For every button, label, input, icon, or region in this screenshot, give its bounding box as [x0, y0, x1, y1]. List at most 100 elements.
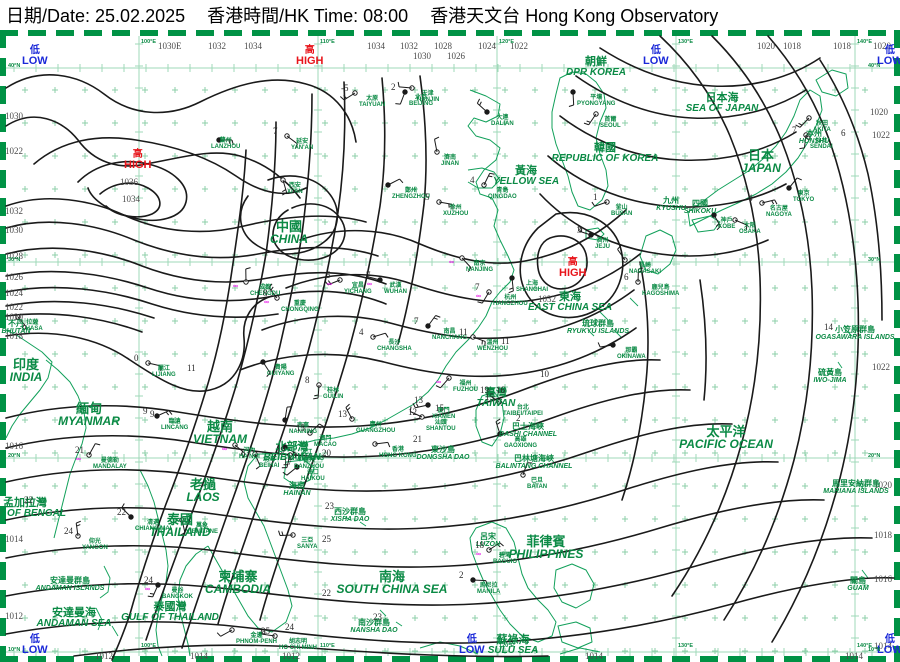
- low-pressure-marker-en: LOW: [643, 55, 669, 67]
- station-name-en: ZHENGZHOU: [392, 194, 430, 201]
- sea-name-en: SULU SEA: [487, 645, 539, 656]
- temperature-value: 22: [24, 495, 33, 505]
- grid-crosses: [22, 87, 868, 654]
- longitude-tick: 130°E: [678, 39, 693, 46]
- longitude-tick: 110°E: [320, 643, 335, 650]
- sea-name-cn: 關島: [849, 576, 866, 585]
- station-label: 名古屋 NAGOYA: [766, 206, 792, 219]
- isobar-label: 1026: [447, 52, 465, 61]
- fog-symbol: ∞: [476, 293, 481, 300]
- latitude-tick: 40°N: [8, 63, 20, 70]
- isobar-label: 1012: [282, 652, 300, 661]
- station-name-en: CHONGQING: [281, 307, 319, 314]
- station-temperature: 13: [338, 410, 347, 419]
- station-label: 澳門 MACAO: [314, 436, 337, 449]
- region-name-en: HONSHU: [798, 138, 830, 145]
- sea-label: 泰國灣 GULF OF THAILAND: [121, 602, 219, 623]
- low-pressure-marker-cn: 低: [650, 45, 661, 56]
- fog-symbol-glyph: ∞: [436, 379, 441, 386]
- station-label: 清邁 CHIANG MAI: [135, 520, 171, 533]
- isobar-value: 1018: [833, 41, 851, 51]
- station-name-cn: 重慶: [293, 301, 306, 307]
- sea-name-cn: 南沙群島: [358, 618, 390, 627]
- station-temperature-value: 12: [408, 407, 417, 417]
- station-label: 仙台 SENDAI: [810, 138, 833, 151]
- station-name-en: TIANJIN: [416, 97, 440, 104]
- high-pressure-marker: 高 HIGH: [124, 150, 152, 171]
- station-temperature-value: 13: [414, 395, 423, 405]
- latitude-tick-value: 10°N: [8, 647, 21, 653]
- sea-label: 南海 SOUTH CHINA SEA: [337, 570, 448, 595]
- low-pressure-marker-en: LOW: [877, 644, 900, 656]
- low-pressure-marker-cn: 低: [29, 634, 40, 645]
- sea-label: 關島 GUAM: [847, 576, 868, 593]
- offshore-temperature: 19: [480, 386, 489, 395]
- surface-analysis-map[interactable]: 1030E 1032 1034 1034 1032 1030 1028 1026 1024 102…: [0, 30, 900, 662]
- fog-symbol-glyph: ∞: [264, 299, 269, 306]
- station-label: 天津 TIANJIN: [416, 91, 439, 104]
- station-temperature-value: 3: [577, 225, 582, 235]
- latitude-tick-value: 30°N: [8, 257, 21, 263]
- station-label: 北海 BEIHAI: [259, 457, 279, 470]
- station-temperature-value: 17: [283, 457, 292, 467]
- station-name-en: LHASA: [22, 326, 43, 333]
- station-label: 延安 YAN'AN: [291, 139, 313, 152]
- low-pressure-marker-en: LOW: [459, 644, 485, 656]
- sea-name-cn: 東海: [559, 291, 581, 303]
- sea-name-cn: 東沙島: [431, 445, 455, 454]
- station-label: 碧瑤 BAGUIO: [493, 553, 517, 566]
- region-name-en: BHUTAN: [1, 328, 31, 335]
- station-name-en: GUIYANG: [267, 371, 295, 378]
- station-name-cn: 台北: [516, 405, 529, 411]
- station-name-en: LANZHOU: [211, 144, 241, 151]
- station-name-cn: 海口: [306, 470, 319, 476]
- station-name-en: SANYA: [297, 544, 318, 551]
- station-label: 那霸 OKINAWA: [617, 348, 646, 361]
- station-name-en: AKITA: [813, 127, 831, 134]
- station-name-en: HAIKOU: [301, 476, 325, 483]
- station-name-en: HONG KONG: [379, 453, 417, 460]
- isobar-value: 1034: [122, 194, 140, 204]
- station-name-en: SHANTOU: [426, 426, 456, 433]
- station-temperature: 1: [593, 193, 598, 202]
- fog-symbol: ∞: [436, 379, 441, 386]
- station-name-cn: 鄭州: [404, 188, 417, 194]
- isobar-label: 1032: [5, 207, 23, 216]
- low-pressure-marker-cn: 低: [884, 634, 895, 645]
- station-name-en: PYONGYANG: [577, 101, 616, 108]
- sea-label: 安達曼海 ANDAMAN SEA: [37, 608, 112, 629]
- station-label: 貴陽 GUIYANG: [267, 365, 294, 378]
- fog-symbol: ∞: [449, 259, 454, 266]
- station-label: 廣州 GUANGZHOU: [356, 422, 395, 435]
- station-name-cn: 南昌: [443, 329, 456, 335]
- station-label: 河內 HA NOI: [239, 448, 260, 461]
- station-name-en: NAGOYA: [766, 212, 792, 219]
- region-label: 緬甸 MYANMAR: [58, 402, 120, 427]
- temperature-value: 23: [325, 501, 334, 511]
- region-name-en: KYUSHU: [656, 205, 686, 212]
- station-name-cn: 釜山: [615, 205, 628, 211]
- region-name-cn: 韓國: [593, 142, 616, 154]
- isobar-label: 1034: [122, 195, 140, 204]
- region-name-en: THAILAND: [149, 525, 211, 539]
- header-time: 香港時間/HK Time: 08:00: [207, 6, 409, 26]
- station-name-en: LINCANG: [161, 425, 189, 432]
- station-label: 杭州 HANGZHOU: [493, 295, 528, 308]
- region-label: 老撾 LAOS: [186, 478, 219, 503]
- station-temperature-value: 4: [470, 175, 475, 185]
- low-pressure-marker-en: LOW: [22, 644, 48, 656]
- isobar-value: 1028: [434, 41, 452, 51]
- station-name-en: MANILA: [477, 589, 501, 596]
- region-name-en: PHILIPPINES: [508, 547, 584, 561]
- station-name-cn: 北京: [415, 95, 428, 101]
- station-name-cn: 宜昌: [351, 283, 364, 289]
- station-label: 鹿兒島 KAGOSHIMA: [642, 285, 679, 298]
- station-name-cn: 仰光: [88, 539, 101, 545]
- region-label: 韓國 REPUBLIC OF KOREA: [552, 143, 659, 164]
- low-pressure-marker: 低 LOW: [22, 46, 48, 67]
- isobar-label: 1032: [400, 42, 418, 51]
- region-label: 柬埔寨 CAMBODIA: [205, 570, 271, 595]
- isobar-label: 1020: [874, 481, 892, 490]
- station-name-en: LIJIANG: [152, 372, 176, 379]
- sea-name-en: DONGSHA DAO: [416, 454, 470, 461]
